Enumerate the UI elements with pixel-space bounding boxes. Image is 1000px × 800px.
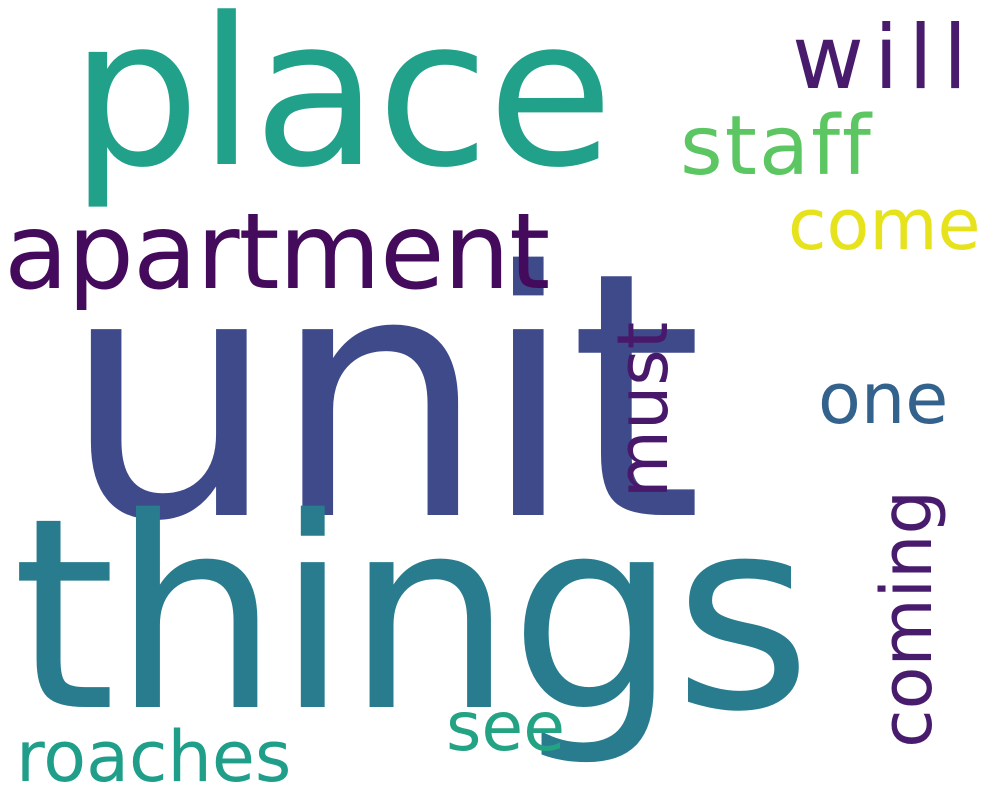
word-things: things [12,462,812,770]
word-staff: staff [680,99,873,194]
word-must: must [602,321,685,499]
word-unit: unit [62,200,703,596]
word-one: one [818,358,949,440]
word-place: place [70,0,614,213]
word-come: come [788,184,981,266]
word-see: see [446,688,566,767]
word-coming: coming [865,490,948,748]
word-will: will [792,6,978,109]
word-apartment: apartment [4,191,550,313]
word-roaches: roaches [16,716,292,798]
